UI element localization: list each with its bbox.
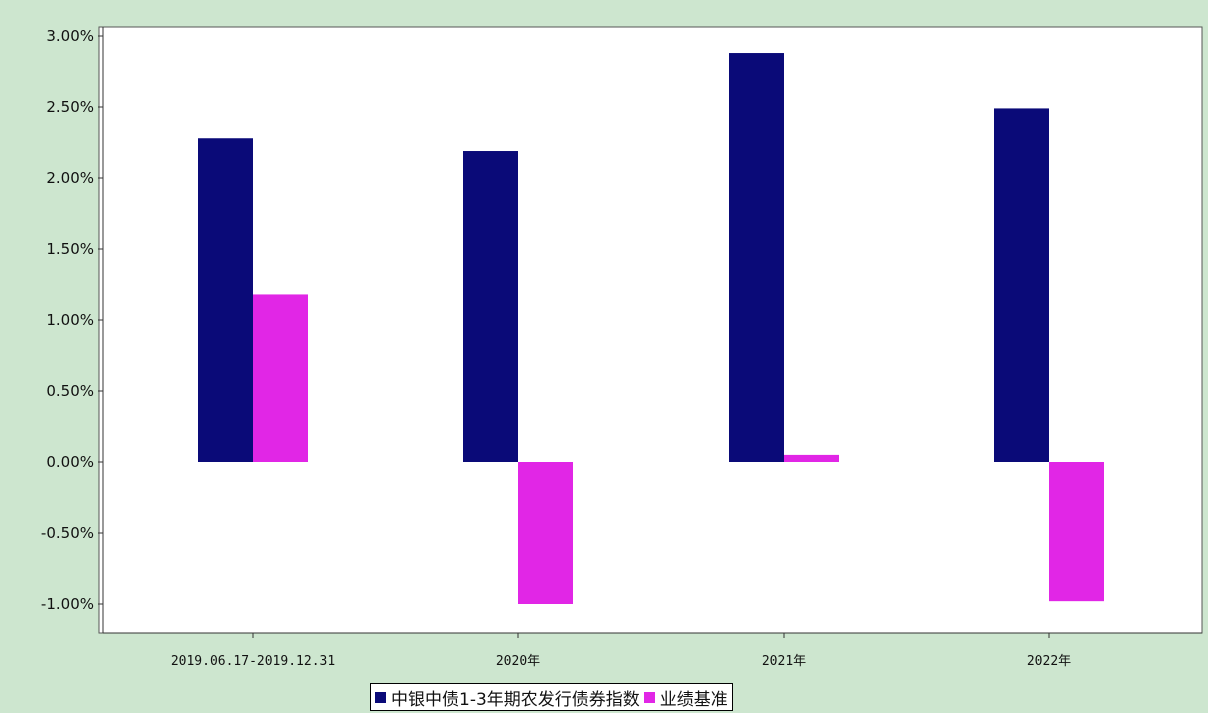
bar-series-1-category-1 xyxy=(198,138,253,463)
y-tick-label: -1.00% xyxy=(41,595,94,613)
y-tick-label: 1.00% xyxy=(46,311,94,329)
legend-item-series-2: 业绩基准 xyxy=(643,685,728,710)
legend-swatch-series-2 xyxy=(643,691,655,703)
x-tick-label: 2019.06.17-2019.12.31 xyxy=(171,654,335,669)
bars xyxy=(198,53,1104,604)
y-tick-label: 0.00% xyxy=(46,453,94,471)
legend-label-series-1: 中银中债1-3年期农发行债券指数 xyxy=(391,689,640,710)
y-tick-label: 1.50% xyxy=(46,240,94,258)
bar-series-1-category-3 xyxy=(729,53,784,462)
y-tick-label: 3.00% xyxy=(46,27,94,45)
legend: 中银中债1-3年期农发行债券指数 业绩基准 xyxy=(370,683,733,711)
legend-label-series-2: 业绩基准 xyxy=(659,689,728,710)
y-tick-label: 2.50% xyxy=(46,98,94,116)
y-tick-label: 0.50% xyxy=(46,382,94,400)
bar-series-2-category-2 xyxy=(518,462,573,604)
bar-series-2-category-3 xyxy=(784,454,839,462)
x-tick-label: 2021年 xyxy=(762,654,806,669)
x-tick-label: 2020年 xyxy=(496,654,540,669)
legend-swatch-series-1 xyxy=(375,691,386,703)
bar-series-2-category-4 xyxy=(1049,462,1104,602)
bar-series-1-category-2 xyxy=(463,151,518,462)
y-tick-label: -0.50% xyxy=(41,524,94,542)
bar-series-1-category-4 xyxy=(994,108,1049,463)
legend-item-series-1: 中银中债1-3年期农发行债券指数 xyxy=(375,685,640,710)
bar-series-2-category-1 xyxy=(253,294,308,462)
y-tick-label: 2.00% xyxy=(46,169,94,187)
axes xyxy=(98,27,1202,638)
x-tick-label: 2022年 xyxy=(1027,654,1071,669)
tick-labels: 3.00% 2.50% 2.00% 1.50% 1.00% 0.50% 0.00% -0.50… xyxy=(41,27,1071,669)
